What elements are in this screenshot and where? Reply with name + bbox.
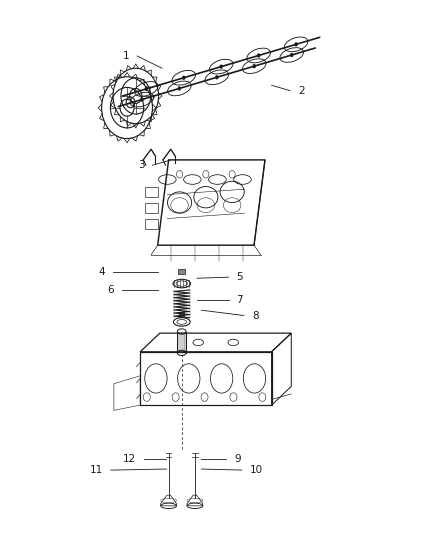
Text: 6: 6 — [107, 286, 114, 295]
Bar — [179, 312, 184, 317]
Text: 12: 12 — [123, 455, 136, 464]
Text: 3: 3 — [138, 160, 145, 170]
Bar — [145, 203, 158, 213]
Text: 5: 5 — [237, 272, 243, 282]
Bar — [145, 187, 158, 197]
Text: 8: 8 — [252, 311, 258, 320]
Text: 7: 7 — [237, 295, 243, 304]
Circle shape — [182, 76, 186, 80]
Circle shape — [177, 86, 181, 91]
Text: 11: 11 — [90, 465, 103, 475]
Text: 2: 2 — [298, 86, 304, 95]
Circle shape — [140, 98, 144, 102]
Bar — [178, 269, 185, 274]
Circle shape — [145, 87, 148, 91]
Text: 1: 1 — [123, 51, 129, 61]
Circle shape — [294, 42, 298, 46]
Circle shape — [257, 53, 260, 58]
Text: 9: 9 — [234, 455, 241, 464]
Text: 10: 10 — [250, 465, 263, 475]
Bar — [145, 219, 158, 229]
Circle shape — [252, 64, 256, 68]
Circle shape — [219, 64, 223, 69]
Circle shape — [215, 75, 219, 79]
Text: 4: 4 — [99, 267, 105, 277]
Circle shape — [290, 53, 293, 57]
